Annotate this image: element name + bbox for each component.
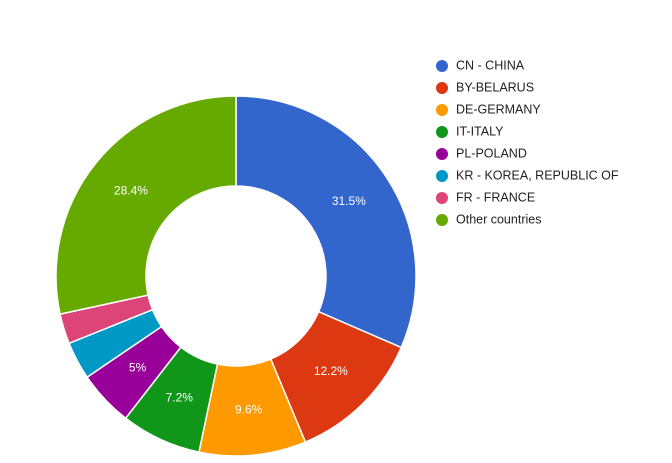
legend-swatch <box>436 170 448 182</box>
slice-label: 28.4% <box>114 183 148 197</box>
legend-swatch <box>436 82 448 94</box>
legend-label: Other countries <box>456 212 541 226</box>
legend-label: PL-POLAND <box>456 146 527 160</box>
slice <box>235 95 417 349</box>
legend-label: FR - FRANCE <box>456 190 535 204</box>
slice-label: 9.6% <box>235 403 263 417</box>
legend-label: CN - CHINA <box>456 58 525 72</box>
slice-label: 7.2% <box>166 391 194 405</box>
slice-label: 12.2% <box>314 364 348 378</box>
legend-swatch <box>436 148 448 160</box>
slice-label: 5% <box>129 361 147 375</box>
legend-swatch <box>436 214 448 226</box>
legend-label: DE-GERMANY <box>456 102 541 116</box>
legend-label: KR - KOREA, REPUBLIC OF <box>456 168 619 182</box>
legend-swatch <box>436 60 448 72</box>
legend-swatch <box>436 104 448 116</box>
legend-label: BY-BELARUS <box>456 80 534 94</box>
legend-swatch <box>436 192 448 204</box>
slice-label: 31.5% <box>332 194 366 208</box>
slice <box>55 95 237 316</box>
legend-label: IT-ITALY <box>456 124 504 138</box>
legend-swatch <box>436 126 448 138</box>
